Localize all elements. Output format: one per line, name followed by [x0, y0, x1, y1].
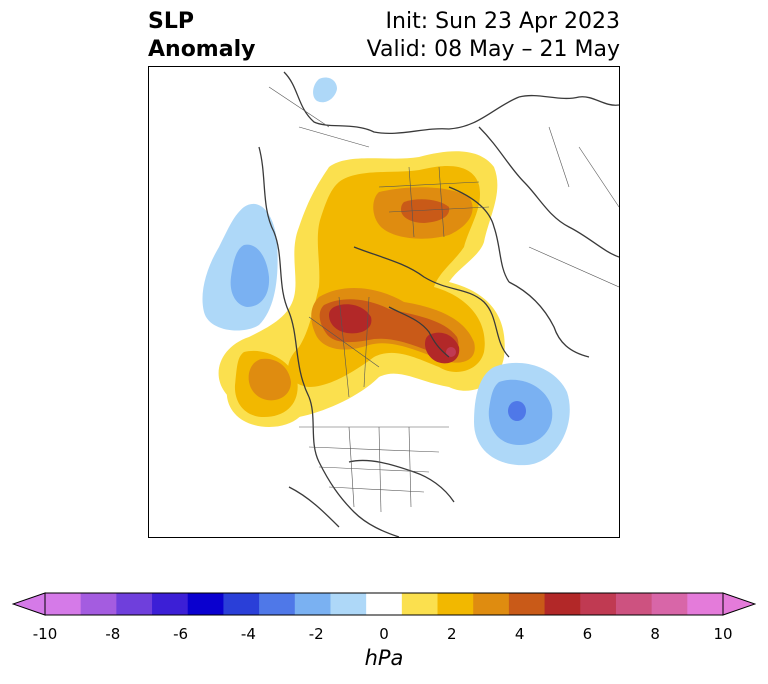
positive-anomaly-7hpa: [446, 347, 456, 357]
colorbar-tick-label: -8: [105, 625, 121, 643]
colorbar: [12, 592, 756, 616]
colorbar-low-extend: [12, 592, 46, 616]
colorbar-tick-label: 8: [650, 625, 660, 643]
colorbar-tick-label: -6: [173, 625, 189, 643]
colorbar-tick-label: 4: [514, 625, 525, 643]
colorbar-segment: [615, 593, 653, 615]
colorbar-tick-label: -4: [240, 625, 256, 643]
colorbar-segment: [508, 593, 546, 615]
negative-anomaly-east-5hpa: [508, 401, 526, 421]
colorbar-tick-label: 0: [379, 625, 389, 643]
colorbar-segment: [473, 593, 510, 615]
colorbar-segment: [651, 593, 688, 615]
colorbar-tick-label: 2: [447, 625, 457, 643]
colorbar-segment: [437, 593, 474, 615]
colorbar-segment: [259, 593, 296, 615]
positive-anomaly-5hpa-north: [401, 199, 450, 223]
colorbar-segment: [223, 593, 260, 615]
init-date: Init: Sun 23 Apr 2023: [385, 9, 620, 34]
colorbar-segment: [116, 593, 153, 615]
colorbar-tick-label: 6: [582, 625, 593, 643]
colorbar-segment: [152, 593, 189, 615]
colorbar-segment: [45, 593, 82, 615]
colorbar-tick-label: -2: [308, 625, 324, 643]
colorbar-tick-label: -10: [32, 625, 58, 643]
coastlines: [258, 71, 619, 537]
map-title: SLP Anomaly: [148, 8, 255, 64]
colorbar-segment: [580, 593, 617, 615]
negative-anomaly-north-2hpa: [313, 77, 337, 103]
colorbar-segment: [330, 593, 367, 615]
anomaly-map: [202, 71, 619, 537]
country-borders: [268, 86, 619, 513]
title-variable: SLP: [148, 9, 194, 34]
colorbar-unit-label: hPa: [364, 646, 404, 670]
colorbar-segment: [80, 593, 117, 615]
map-panel: [148, 66, 620, 538]
forecast-dates: Init: Sun 23 Apr 2023 Valid: 08 May – 21…: [367, 8, 620, 64]
colorbar-segment: [401, 593, 439, 615]
colorbar-segment: [187, 593, 224, 615]
colorbar-tick-label: 10: [713, 625, 733, 643]
negative-anomaly-west-3hpa: [230, 244, 270, 307]
colorbar-segment: [687, 593, 724, 615]
colorbar-segment: [544, 593, 581, 615]
valid-range: Valid: 08 May – 21 May: [366, 37, 620, 62]
colorbar-segment: [366, 593, 403, 615]
colorbar-segment: [294, 593, 331, 615]
positive-anomaly-6hpa-west: [329, 304, 372, 334]
title-type: Anomaly: [148, 37, 256, 62]
positive-anomaly-4hpa-west: [248, 358, 291, 401]
colorbar-high-extend: [722, 592, 756, 616]
